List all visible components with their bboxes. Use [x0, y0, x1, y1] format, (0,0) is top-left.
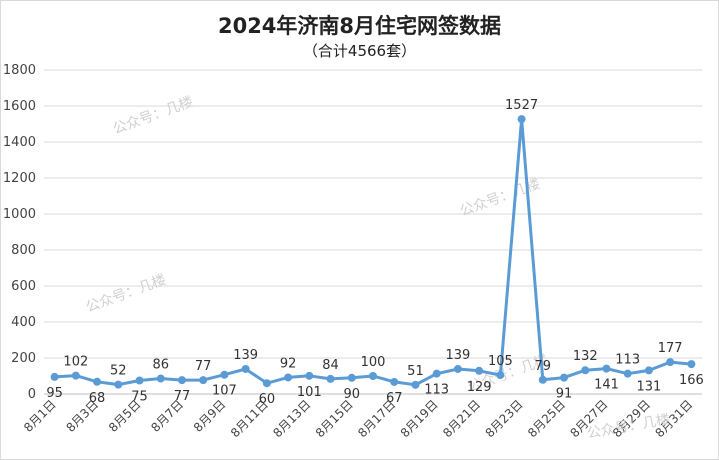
data-point [453, 364, 462, 373]
data-label: 90 [344, 387, 361, 402]
data-label: 60 [259, 392, 276, 407]
series-line [54, 117, 692, 387]
data-point [135, 376, 144, 385]
data-point [177, 376, 186, 385]
data-label: 84 [322, 358, 339, 373]
y-tick-label: 1200 [3, 171, 36, 186]
data-label: 131 [637, 379, 662, 394]
data-point [432, 369, 441, 378]
data-label: 139 [445, 348, 470, 363]
data-point [305, 371, 314, 380]
watermarks: 公众号：几楼 公众号：几楼 公众号：几楼 公众号：几楼 公众号：几楼 [84, 94, 672, 442]
data-point [114, 380, 123, 389]
data-point [156, 374, 165, 383]
data-label: 102 [63, 355, 88, 370]
data-point [687, 360, 696, 369]
data-point [71, 371, 80, 380]
watermark: 公众号：几楼 [111, 94, 195, 138]
y-tick-label: 600 [11, 279, 36, 294]
data-point [623, 369, 632, 378]
data-label: 1527 [505, 98, 538, 113]
data-point [411, 380, 420, 389]
x-tick-label: 8月21日 [440, 397, 483, 440]
data-label: 95 [46, 386, 63, 401]
y-tick-label: 400 [11, 315, 36, 330]
data-point [644, 366, 653, 375]
data-label: 113 [424, 383, 449, 398]
data-label: 113 [615, 353, 640, 368]
data-point [93, 377, 102, 386]
watermark: 公众号：几楼 [84, 272, 168, 316]
data-label: 132 [573, 349, 598, 364]
data-label: 77 [174, 389, 191, 404]
data-label: 107 [212, 384, 237, 399]
x-tick-label: 8月25日 [525, 397, 568, 440]
data-label: 51 [407, 364, 424, 379]
y-tick-label: 1000 [3, 207, 36, 222]
y-tick-label: 1400 [3, 135, 36, 150]
data-label: 177 [658, 341, 683, 356]
data-point [602, 364, 611, 373]
data-label: 91 [556, 387, 573, 402]
data-point [581, 366, 590, 375]
data-label: 75 [131, 390, 148, 405]
data-label: 67 [386, 391, 403, 406]
chart-subtitle: （合计4566套） [302, 42, 417, 60]
y-tick-label: 800 [11, 243, 36, 258]
gridlines [44, 69, 702, 395]
y-axis: 0 200 400 600 800 1000 1200 1400 1600 1800 [3, 63, 36, 402]
x-tick-label: 8月15日 [313, 397, 356, 440]
data-point [666, 358, 675, 367]
data-point [326, 374, 335, 383]
data-labels: 9510268527586777710713960921018490100675… [46, 98, 703, 407]
data-point [347, 373, 356, 382]
data-label: 139 [233, 348, 258, 363]
y-tick-label: 200 [11, 351, 36, 366]
y-tick-label: 1800 [3, 63, 36, 78]
data-point [241, 364, 250, 373]
data-label: 100 [361, 355, 386, 370]
data-point [475, 366, 484, 375]
data-point [496, 371, 505, 380]
data-point [284, 373, 293, 382]
y-tick-label: 1600 [3, 99, 36, 114]
series [50, 115, 696, 389]
data-point [220, 370, 229, 379]
data-point [390, 377, 399, 386]
data-label: 86 [152, 358, 169, 373]
data-label: 105 [488, 354, 513, 369]
y-tick-label: 0 [28, 387, 36, 402]
x-tick-label: 8月9日 [191, 397, 229, 435]
data-label: 129 [467, 380, 492, 395]
data-point [199, 376, 208, 385]
data-point [517, 115, 526, 124]
data-label: 92 [280, 356, 297, 371]
data-point [262, 379, 271, 388]
data-point [538, 375, 547, 384]
x-tick-label: 8月1日 [21, 397, 59, 435]
data-label: 79 [535, 359, 552, 374]
data-label: 141 [594, 378, 619, 393]
x-tick-label: 8月19日 [398, 397, 441, 440]
data-label: 52 [110, 364, 127, 379]
data-point [560, 373, 569, 382]
data-point [369, 372, 377, 380]
data-point [50, 372, 59, 381]
data-label: 166 [679, 373, 704, 388]
data-label: 68 [89, 391, 106, 406]
data-label: 101 [297, 385, 322, 400]
x-tick-label: 8月13日 [270, 397, 313, 440]
x-tick-label: 8月23日 [483, 397, 526, 440]
data-label: 77 [195, 359, 212, 374]
chart-title: 2024年济南8月住宅网签数据 [217, 14, 502, 38]
